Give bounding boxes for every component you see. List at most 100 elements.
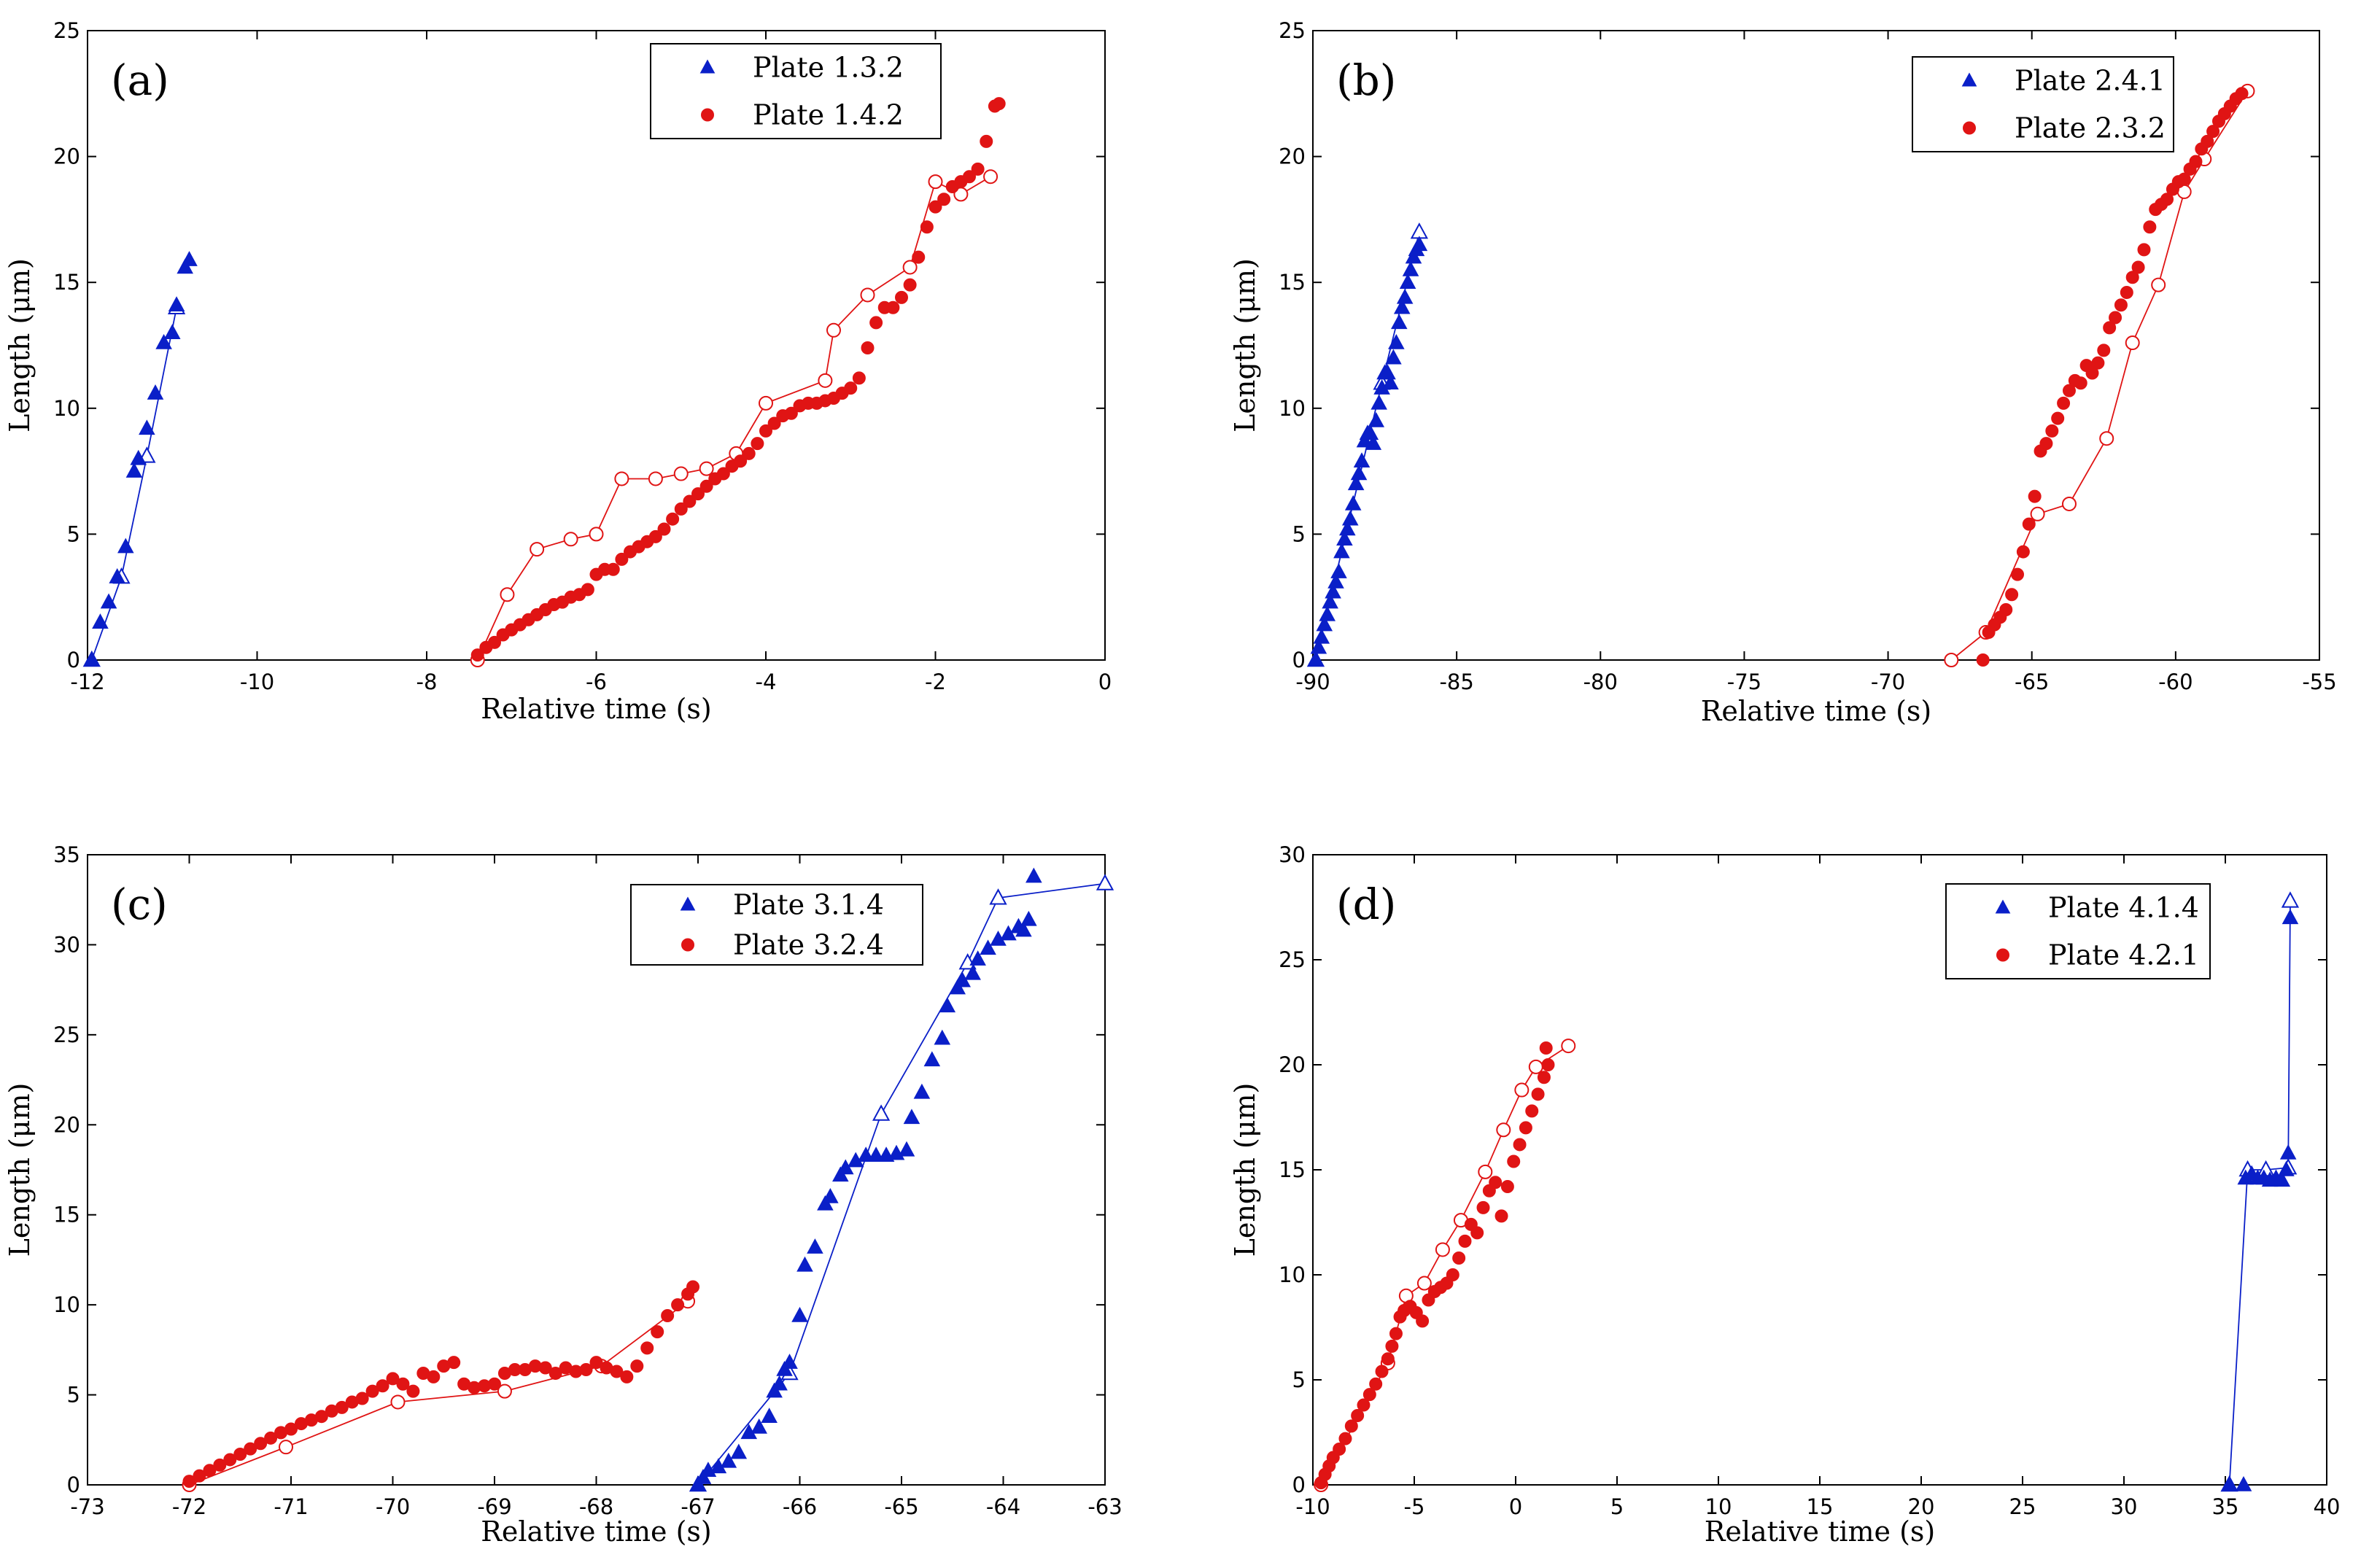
data-point-triangle xyxy=(125,462,143,478)
data-point-circle xyxy=(886,300,900,314)
data-point-circle xyxy=(630,1359,644,1373)
hollow-circle-point xyxy=(1514,1082,1530,1098)
data-point-circle xyxy=(1452,1251,1466,1265)
hollow-circle-point xyxy=(2030,506,2045,521)
data-point-circle xyxy=(579,1363,593,1377)
chart-panel-b: -90 -85 -80 -75 -70 -65 -60 -55 0 5 10 15 20 25 Relati… xyxy=(1229,18,2337,727)
data-point-triangle xyxy=(751,1418,767,1434)
y-tick-label: 30 xyxy=(53,932,80,957)
y-tick-label: 15 xyxy=(53,270,80,295)
data-point-circle xyxy=(971,162,985,176)
data-point-circle xyxy=(396,1377,410,1391)
data-point-circle xyxy=(716,467,730,481)
x-tick-label: -2 xyxy=(925,669,946,694)
data-point-circle xyxy=(661,1308,675,1322)
x-tick-label: 20 xyxy=(1908,1494,1935,1519)
legend-marker-triangle xyxy=(699,59,716,74)
x-tick-label: -10 xyxy=(1295,1494,1330,1519)
data-point-triangle xyxy=(1390,314,1408,330)
hollow-circle-point xyxy=(497,1383,512,1399)
x-tick-label: -85 xyxy=(1439,669,1473,694)
panel-label: (c) xyxy=(111,880,168,929)
data-point-triangle xyxy=(969,950,986,966)
data-point-triangle xyxy=(771,1375,788,1391)
series-plate-3-1-4 xyxy=(689,867,1114,1492)
y-tick-label: 25 xyxy=(1279,947,1306,972)
data-point-circle xyxy=(470,648,484,662)
hollow-circle-point xyxy=(279,1440,294,1455)
data-point-circle xyxy=(1362,1388,1376,1402)
data-point-circle xyxy=(1476,1200,1490,1214)
hollow-circle-point xyxy=(818,373,833,388)
data-point-circle xyxy=(937,193,951,206)
data-point-circle xyxy=(606,562,620,576)
data-point-triangle xyxy=(177,258,193,274)
chart-panel-c: -73 -72 -71 -70 -69 -68 -67 -66 -65 -64 -63 0 5 10 15 2… xyxy=(4,842,1123,1548)
x-tick-label: -71 xyxy=(274,1494,308,1519)
data-point-circle xyxy=(314,1410,328,1424)
hollow-circle-point xyxy=(2125,335,2140,351)
series-trace-line xyxy=(1950,90,2249,661)
data-point-circle xyxy=(610,1365,624,1378)
data-point-triangle xyxy=(761,1408,778,1423)
legend-marker-circle xyxy=(1963,121,1976,135)
data-point-circle xyxy=(244,1442,257,1456)
data-point-triangle xyxy=(1399,273,1416,289)
data-point-circle xyxy=(548,1366,562,1380)
data-point-triangle xyxy=(83,651,101,667)
x-axis-label: Relative time (s) xyxy=(1705,1515,1936,1548)
hollow-circle-point xyxy=(390,1394,406,1410)
data-point-circle xyxy=(2005,588,2019,602)
data-point-circle xyxy=(1470,1226,1484,1240)
hollow-circle-point xyxy=(2061,496,2077,511)
x-tick-label: -69 xyxy=(477,1494,511,1519)
data-point-circle xyxy=(2097,344,2111,357)
data-point-circle xyxy=(1351,1408,1365,1422)
data-point-triangle xyxy=(730,1443,748,1459)
legend-marker-circle xyxy=(1996,948,2009,962)
y-tick-label: 0 xyxy=(67,1472,80,1497)
x-tick-label: 35 xyxy=(2212,1494,2239,1519)
x-tick-label: -73 xyxy=(70,1494,104,1519)
x-tick-label: -72 xyxy=(172,1494,206,1519)
data-point-circle xyxy=(1375,1365,1389,1378)
x-tick-label: -63 xyxy=(1088,1494,1122,1519)
data-point-circle xyxy=(203,1464,217,1478)
data-point-triangle xyxy=(1336,530,1353,546)
x-tick-label: -55 xyxy=(2302,669,2336,694)
data-point-circle xyxy=(1381,1352,1395,1366)
legend-label: Plate 2.4.1 xyxy=(2015,65,2166,97)
data-point-circle xyxy=(213,1458,227,1472)
data-point-triangle xyxy=(1405,248,1422,264)
data-point-circle xyxy=(671,1298,685,1312)
data-point-circle xyxy=(1531,1087,1545,1101)
data-point-circle xyxy=(2028,489,2042,503)
series-trace-line xyxy=(90,307,177,661)
hollow-circle-point xyxy=(1561,1039,1576,1054)
data-point-triangle xyxy=(1026,867,1042,883)
data-point-triangle xyxy=(857,1146,875,1163)
legend-label: Plate 3.2.4 xyxy=(733,929,884,961)
data-point-circle xyxy=(666,512,680,526)
data-point-circle xyxy=(447,1356,461,1370)
data-point-circle xyxy=(1494,1209,1508,1223)
legend: Plate 2.4.1 Plate 2.3.2 xyxy=(1912,56,2174,152)
data-point-triangle xyxy=(1388,333,1405,349)
data-point-triangle xyxy=(903,1109,920,1125)
data-point-triangle xyxy=(1344,494,1362,511)
data-point-circle xyxy=(691,487,705,501)
data-point-triangle xyxy=(117,537,134,554)
data-point-triangle xyxy=(1015,921,1032,937)
data-point-circle xyxy=(2085,366,2099,380)
data-point-circle xyxy=(1539,1041,1553,1055)
y-tick-label: 10 xyxy=(53,1292,80,1317)
legend-label: Plate 3.1.4 xyxy=(733,889,884,921)
y-tick-label: 25 xyxy=(53,18,80,43)
data-point-circle xyxy=(648,529,662,543)
data-point-triangle xyxy=(1382,374,1399,390)
x-tick-label: -67 xyxy=(681,1494,715,1519)
data-point-circle xyxy=(2120,286,2133,300)
hollow-triangle-point xyxy=(1096,874,1114,890)
legend-label: Plate 1.4.2 xyxy=(753,99,904,131)
data-point-triangle xyxy=(1330,563,1347,578)
